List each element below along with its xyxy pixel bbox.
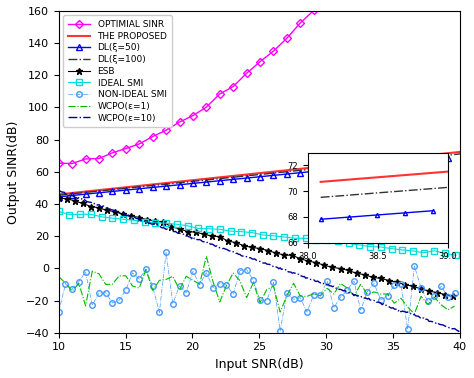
Legend: OPTIMIAL SINR, THE PROPOSED, DL(ξ=50), DL(ξ=100), ESB, IDEAL SMI, NON-IDEAL SMI,: OPTIMIAL SINR, THE PROPOSED, DL(ξ=50), D…: [63, 15, 172, 127]
Y-axis label: Output SINR(dB): Output SINR(dB): [7, 120, 20, 223]
X-axis label: Input SNR(dB): Input SNR(dB): [215, 358, 304, 371]
